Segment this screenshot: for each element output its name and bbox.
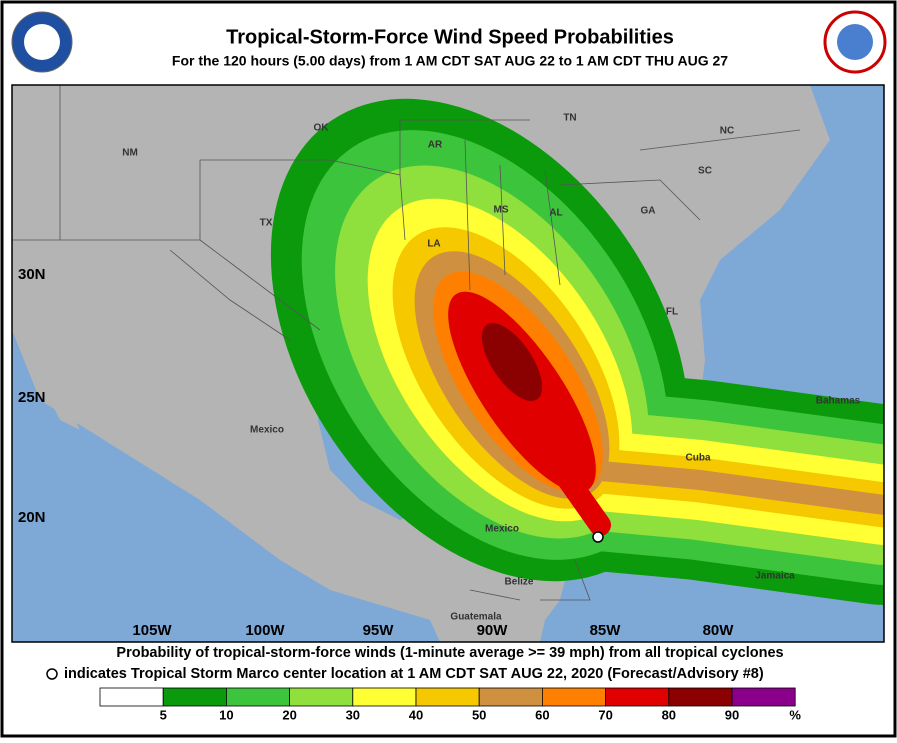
legend-label: 60 xyxy=(535,707,549,722)
place-label: Belize xyxy=(505,577,534,588)
place-label: Mexico xyxy=(250,425,284,436)
swath-tail xyxy=(580,460,884,515)
footer-line2: indicates Tropical Storm Marco center lo… xyxy=(64,666,764,682)
place-label: TN xyxy=(563,113,576,124)
legend-label: 5 xyxy=(160,707,167,722)
borders xyxy=(12,85,801,601)
place-label: Jamaica xyxy=(755,571,795,582)
lon-label: 105W xyxy=(132,622,172,639)
map-border xyxy=(11,84,885,643)
place-label: OK xyxy=(314,123,330,134)
swath-band xyxy=(481,323,543,401)
legend-swatch xyxy=(352,687,417,707)
legend-label: 20 xyxy=(282,707,296,722)
place-label: GA xyxy=(641,206,656,217)
title: Tropical-Storm-Force Wind Speed Probabil… xyxy=(226,26,674,48)
place-label: Cuba xyxy=(686,453,711,464)
storm-center xyxy=(592,531,604,543)
legend-swatch xyxy=(225,687,290,707)
legend-swatch xyxy=(99,687,164,707)
legend-unit: % xyxy=(789,707,801,722)
lon-label: 90W xyxy=(477,622,509,639)
map: NM OK AR TN NC SC GA AL MS LA TX FL Mexico Mexico Cuba… xyxy=(12,85,884,642)
legend-label: 30 xyxy=(346,707,360,722)
center-symbol xyxy=(46,668,58,680)
place-label: SC xyxy=(698,166,712,177)
baja xyxy=(20,320,80,430)
probability-swath xyxy=(270,98,884,605)
legend-swatch xyxy=(605,687,670,707)
legend-swatch xyxy=(415,687,480,707)
place-label: FL xyxy=(666,307,678,318)
place-label: MS xyxy=(494,205,509,216)
place-label: NM xyxy=(122,148,138,159)
pacific xyxy=(12,330,440,642)
lon-label: 80W xyxy=(703,622,735,639)
legend-swatch xyxy=(668,687,733,707)
lon-label: 100W xyxy=(245,622,285,639)
legend-label: 10 xyxy=(219,707,233,722)
place-label: AR xyxy=(428,140,443,151)
lon-label: 95W xyxy=(363,622,395,639)
legend-swatch xyxy=(542,687,607,707)
nws-logo-inner xyxy=(837,24,873,60)
place-label: NC xyxy=(720,126,734,137)
swath-core-tail xyxy=(529,429,611,536)
lat-label: 25N xyxy=(18,389,46,406)
legend-swatch xyxy=(289,687,354,707)
noaa-logo-inner xyxy=(24,24,60,60)
place-label: LA xyxy=(427,239,440,250)
place-label: AL xyxy=(549,208,562,219)
legend-label: 40 xyxy=(409,707,423,722)
lat-label: 30N xyxy=(18,266,46,283)
legend-label: 70 xyxy=(598,707,612,722)
place-label: TX xyxy=(260,218,273,229)
lon-label: 85W xyxy=(590,622,622,639)
footer-line1: Probability of tropical-storm-force wind… xyxy=(116,645,783,661)
legend-swatch xyxy=(162,687,227,707)
legend-label: 80 xyxy=(662,707,676,722)
legend-swatch xyxy=(478,687,543,707)
place-label: Guatemala xyxy=(450,612,502,623)
subtitle: For the 120 hours (5.00 days) from 1 AM … xyxy=(172,53,728,69)
legend-label: 90 xyxy=(725,707,739,722)
place-label: Bahamas xyxy=(816,396,861,407)
lat-label: 20N xyxy=(18,509,46,526)
legend-swatch xyxy=(731,687,796,707)
legend-label: 50 xyxy=(472,707,486,722)
place-label: Mexico xyxy=(485,524,519,535)
